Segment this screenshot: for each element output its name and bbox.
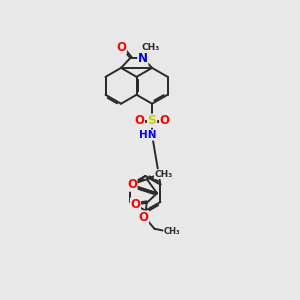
Text: HN: HN	[139, 130, 156, 140]
Text: CH₃: CH₃	[164, 227, 180, 236]
Text: O: O	[139, 211, 148, 224]
Text: O: O	[130, 198, 140, 211]
Text: CH₃: CH₃	[154, 169, 173, 178]
Text: CH₃: CH₃	[142, 43, 160, 52]
Text: O: O	[127, 178, 137, 191]
Text: S: S	[148, 114, 157, 127]
Text: N: N	[138, 52, 148, 64]
Text: O: O	[116, 41, 126, 54]
Text: O: O	[134, 114, 145, 127]
Text: O: O	[160, 114, 170, 127]
